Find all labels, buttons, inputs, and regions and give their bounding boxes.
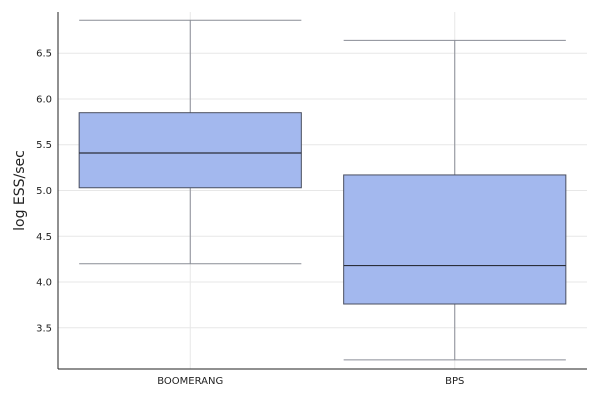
y-tick-label: 6.0 xyxy=(36,94,52,105)
y-tick-label: 3.5 xyxy=(36,323,52,334)
y-tick-label: 5.0 xyxy=(36,186,52,197)
x-tick-labels: BOOMERANG BPS xyxy=(157,376,464,387)
box-plot-series xyxy=(78,19,567,361)
y-tick-label: 4.5 xyxy=(36,232,52,243)
y-tick-label: 6.5 xyxy=(36,49,52,60)
x-tick-label: BPS xyxy=(445,376,464,387)
axes xyxy=(57,12,587,370)
box-iqr xyxy=(78,112,302,189)
y-tick-label: 5.5 xyxy=(36,140,52,151)
x-tick-label: BOOMERANG xyxy=(157,376,223,387)
y-axis-label: log ESS/sec xyxy=(12,150,28,231)
y-tick-label: 4.0 xyxy=(36,278,52,289)
y-tick-labels: 3.5 4.0 4.5 5.0 5.5 6.0 6.5 xyxy=(36,49,52,335)
box-boomerang xyxy=(78,19,302,265)
box-bps xyxy=(343,39,567,361)
box-iqr xyxy=(343,174,567,305)
